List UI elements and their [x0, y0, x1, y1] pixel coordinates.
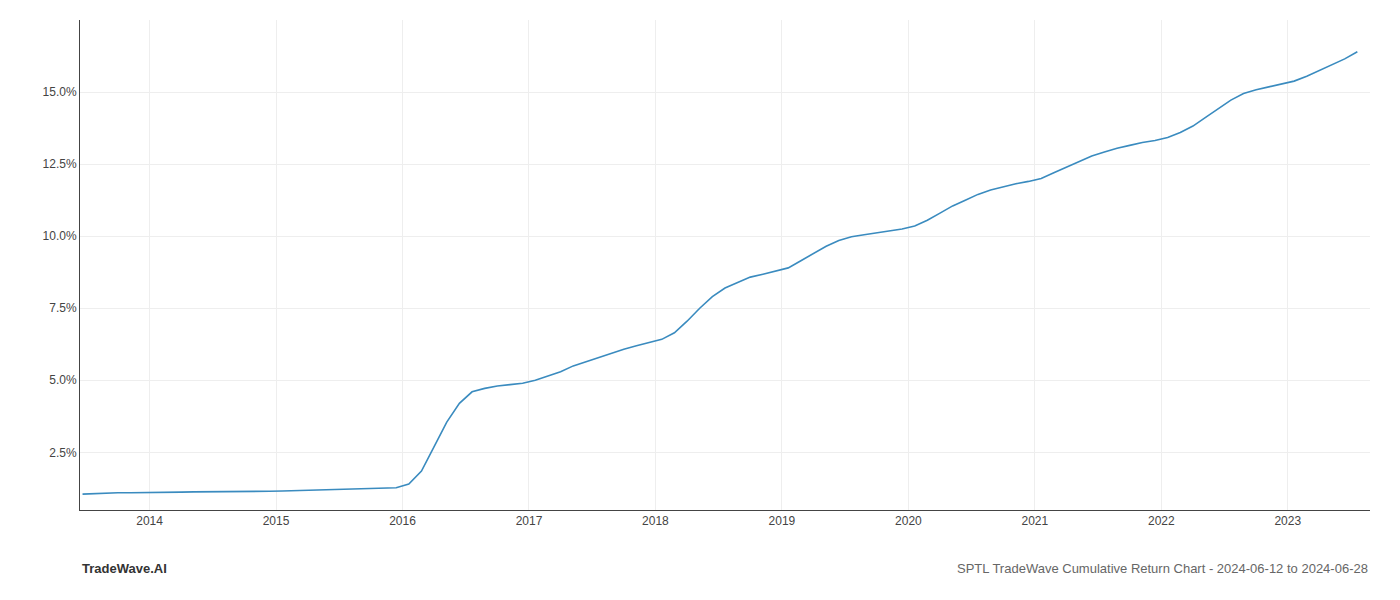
svg-text:2021: 2021	[1021, 514, 1048, 528]
svg-text:TradeWave.AI: TradeWave.AI	[82, 561, 167, 576]
svg-text:12.5%: 12.5%	[43, 157, 77, 171]
svg-text:5.0%: 5.0%	[49, 373, 77, 387]
svg-text:2017: 2017	[516, 514, 543, 528]
svg-text:10.0%: 10.0%	[43, 229, 77, 243]
svg-text:SPTL TradeWave Cumulative Retu: SPTL TradeWave Cumulative Return Chart -…	[957, 561, 1368, 576]
svg-text:2022: 2022	[1148, 514, 1175, 528]
svg-text:2023: 2023	[1274, 514, 1301, 528]
svg-text:2019: 2019	[769, 514, 796, 528]
svg-text:2.5%: 2.5%	[49, 446, 77, 460]
svg-text:2020: 2020	[895, 514, 922, 528]
svg-text:7.5%: 7.5%	[49, 301, 77, 315]
svg-text:2015: 2015	[263, 514, 290, 528]
svg-text:2014: 2014	[136, 514, 163, 528]
svg-text:2016: 2016	[389, 514, 416, 528]
svg-text:15.0%: 15.0%	[43, 85, 77, 99]
svg-text:2018: 2018	[642, 514, 669, 528]
